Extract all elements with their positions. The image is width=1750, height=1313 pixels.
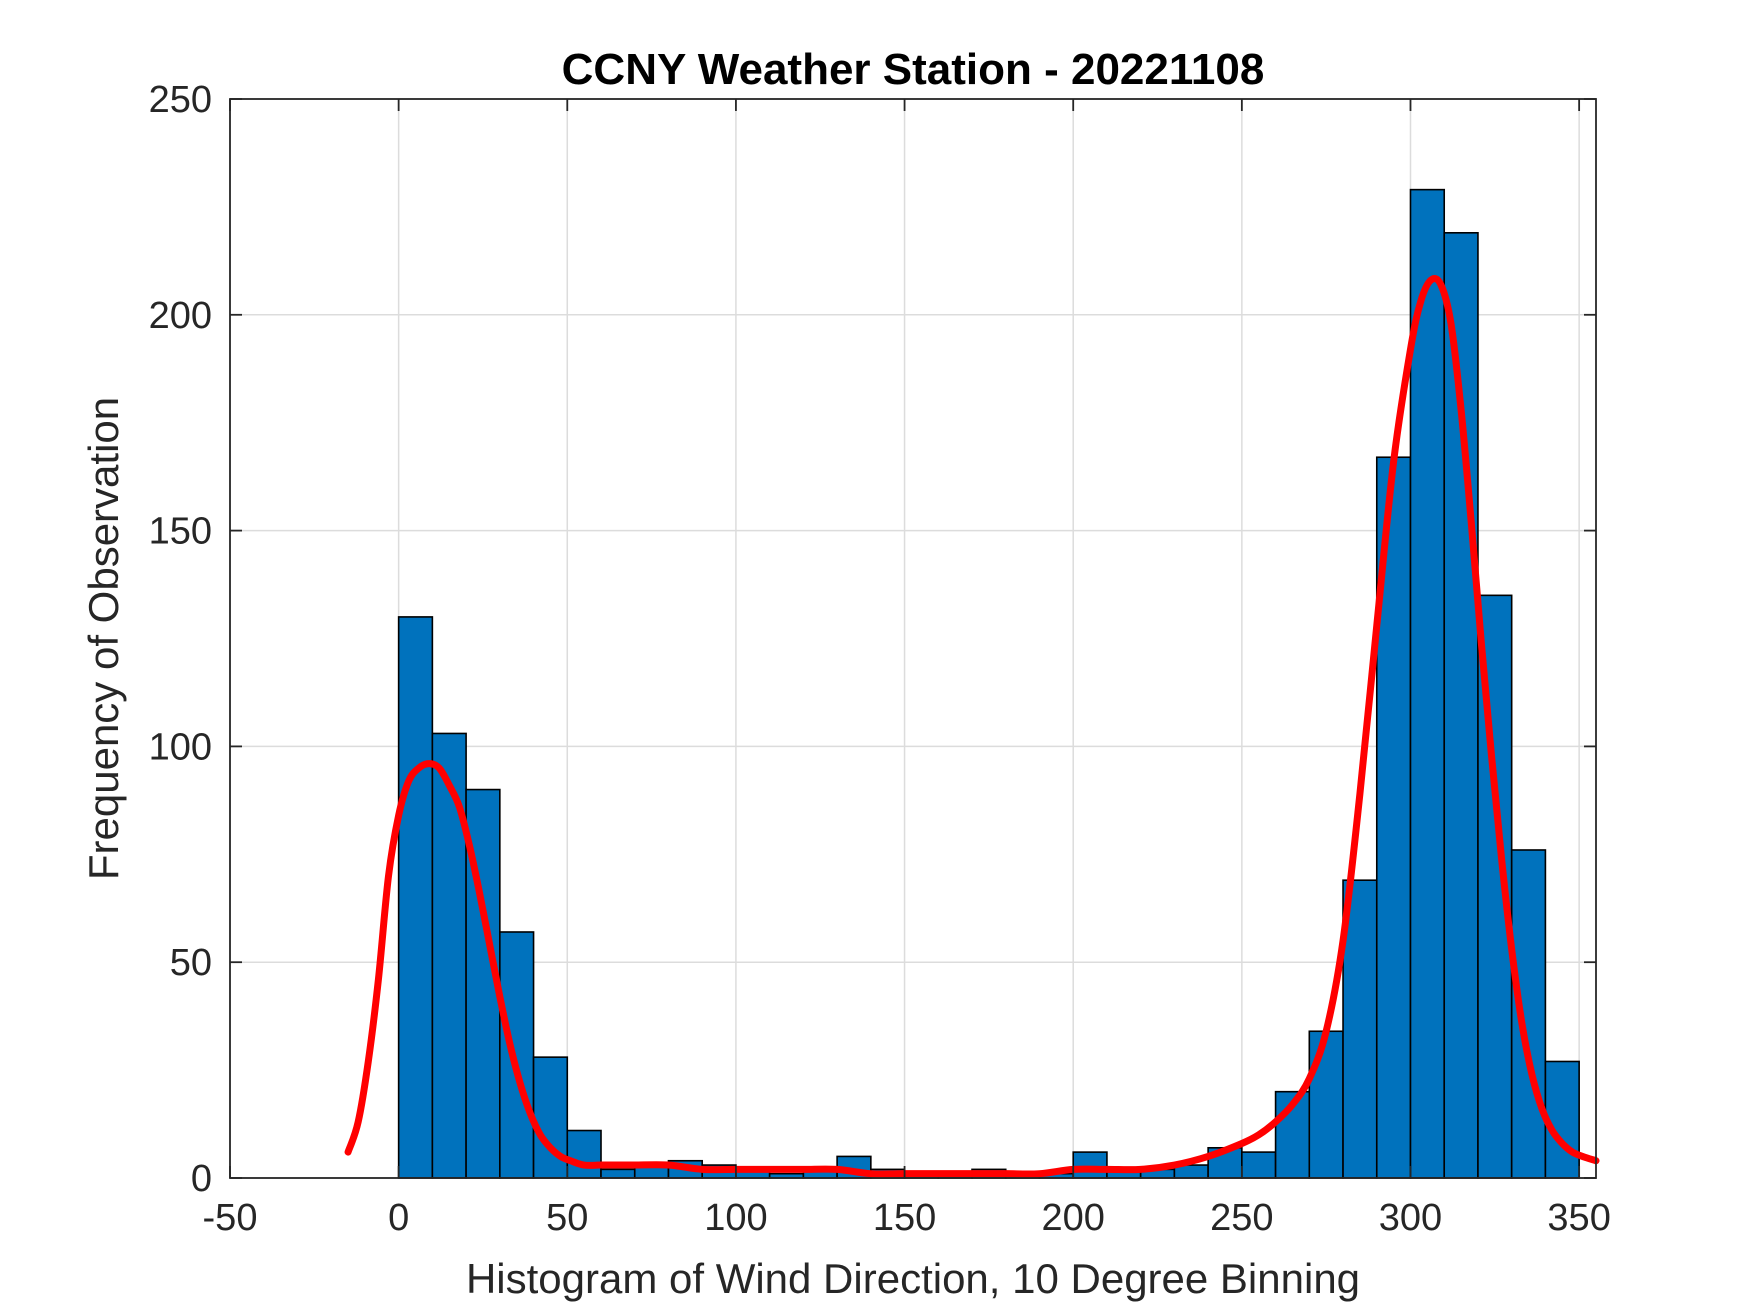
y-tick-label: 200 (149, 295, 212, 337)
axes (229, 98, 1597, 1179)
histogram-bar (397, 616, 434, 1179)
y-tick-label: 0 (191, 1158, 212, 1200)
x-tick-label: 250 (1210, 1197, 1273, 1239)
fit-curve-layer (344, 275, 1600, 1178)
x-tick-label: 50 (546, 1197, 588, 1239)
x-tick-label: 150 (873, 1197, 936, 1239)
histogram-bar (1308, 1030, 1344, 1179)
x-tick-label: 300 (1379, 1197, 1442, 1239)
x-tick-label: 350 (1547, 1197, 1610, 1239)
y-axis-label: Frequency of Observation (80, 397, 127, 880)
histogram-bar (499, 931, 535, 1179)
histogram-bar (1544, 1060, 1580, 1179)
x-tick-label: 100 (704, 1197, 767, 1239)
histogram-bar (431, 732, 467, 1179)
axes-box (229, 98, 1597, 1179)
y-tick-label: 250 (149, 79, 212, 121)
histogram-bar (1342, 879, 1378, 1179)
histogram-bar (1409, 188, 1446, 1179)
y-tick-label: 50 (170, 942, 212, 984)
histogram-bar (566, 1129, 602, 1179)
histogram-bar (1510, 849, 1547, 1179)
x-tick-label: -50 (203, 1197, 258, 1239)
chart-title: CCNY Weather Station - 20221108 (562, 45, 1265, 94)
histogram-bar (1072, 1151, 1108, 1179)
histogram-bar (600, 1168, 636, 1179)
x-tick-label: 0 (388, 1197, 409, 1239)
histogram-bar (1443, 231, 1479, 1179)
fit-curve (344, 275, 1600, 1178)
y-tick-label: 100 (149, 726, 212, 768)
x-tick-label: 200 (1042, 1197, 1105, 1239)
histogram-bar (1241, 1151, 1277, 1179)
x-axis-label: Histogram of Wind Direction, 10 Degree B… (466, 1255, 1360, 1302)
y-tick-label: 150 (149, 511, 212, 553)
